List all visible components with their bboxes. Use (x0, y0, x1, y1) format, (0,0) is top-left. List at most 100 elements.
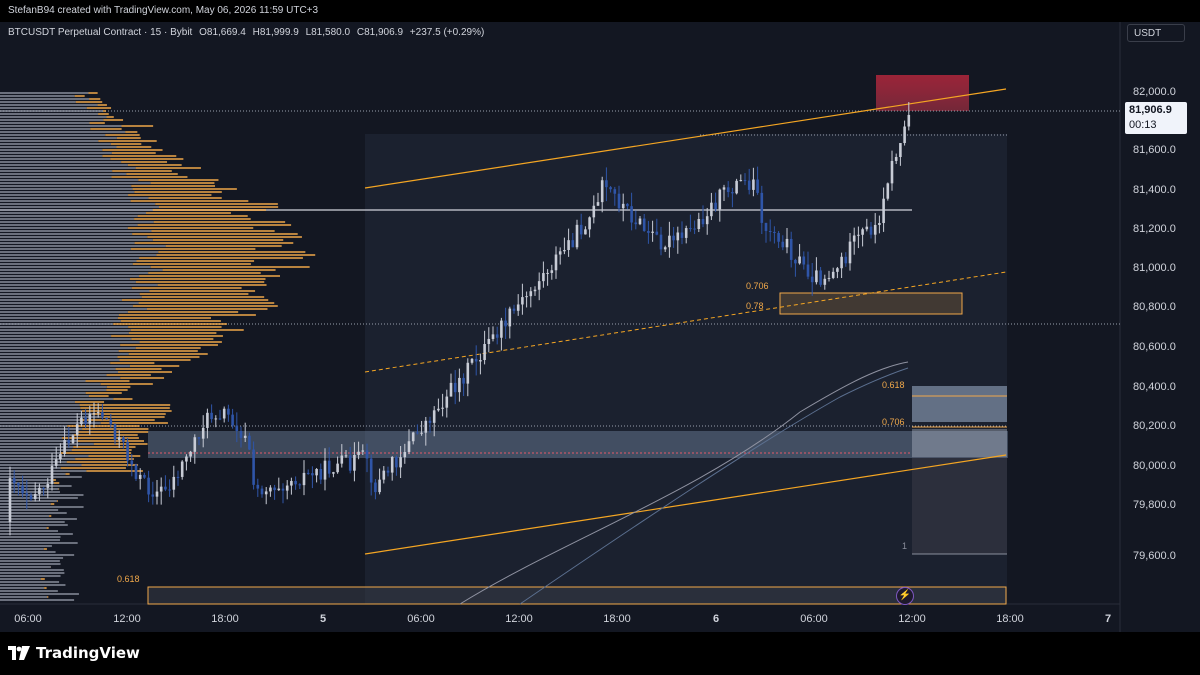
candle-body (529, 291, 533, 297)
candle-body (495, 334, 499, 338)
candle-body (285, 485, 289, 491)
candle-body (63, 440, 66, 454)
volume-bar-grey (0, 458, 76, 460)
alert-bolt-icon[interactable]: ⚡ (896, 587, 914, 605)
price-chart[interactable]: 0.618 0.706 0.78 0.618 0.706 1 82,200.08… (0, 22, 1200, 632)
candle-body (609, 187, 612, 190)
volume-bar-orange (56, 500, 58, 502)
volume-bar-orange (118, 350, 198, 352)
volume-bar-grey (0, 299, 122, 301)
candle-body (600, 180, 604, 203)
volume-bar-orange (139, 341, 222, 343)
volume-bar-grey (0, 512, 67, 514)
time-tick: 12:00 (113, 613, 141, 625)
volume-bar-orange (136, 260, 255, 262)
candle-body (105, 417, 108, 420)
volume-bar-grey (0, 101, 76, 103)
volume-bar-grey (0, 572, 65, 574)
candle-body (852, 235, 856, 242)
volume-bar-grey (0, 125, 122, 127)
volume-bar-grey (0, 131, 126, 133)
volume-bar-grey (0, 503, 51, 505)
candle-body (252, 449, 255, 485)
chart-area[interactable]: 0.618 0.706 0.78 0.618 0.706 1 82,200.08… (0, 22, 1200, 632)
candle-body (374, 482, 377, 493)
volume-bar-grey (0, 587, 45, 589)
volume-bar-orange (47, 596, 49, 598)
volume-bar-orange (92, 413, 166, 415)
candle-body (806, 264, 810, 277)
time-tick: 12:00 (898, 613, 926, 625)
volume-bar-grey (0, 383, 101, 385)
volume-bar-grey (0, 140, 99, 142)
volume-bar-orange (148, 197, 222, 199)
volume-bar-orange (65, 473, 70, 475)
candle-body (344, 455, 348, 457)
candle-body (399, 457, 402, 468)
candle-body (516, 304, 520, 311)
volume-bar-grey (0, 335, 112, 337)
candle-body (449, 382, 453, 397)
volume-bar-grey (0, 167, 136, 169)
candle-body (869, 226, 873, 235)
candle-body (831, 271, 835, 278)
volume-bar-grey (0, 194, 129, 196)
volume-bar-grey (0, 536, 61, 538)
volume-bar-grey (0, 413, 93, 415)
close-label: C (356, 27, 365, 38)
volume-bar-grey (0, 281, 136, 283)
candle-body (848, 241, 852, 264)
volume-bar-orange (49, 515, 52, 517)
volume-bar-grey (0, 341, 140, 343)
volume-bar-orange (52, 479, 56, 481)
volume-profile (0, 92, 316, 601)
volume-bar-grey (0, 464, 82, 466)
volume-bar-grey (0, 599, 75, 601)
volume-bar-grey (0, 266, 151, 268)
volume-bar-orange (126, 173, 178, 175)
candle-body (487, 338, 491, 345)
tradingview-logo[interactable]: TradingView (8, 644, 140, 662)
volume-bar-grey (0, 305, 133, 307)
candle-body (101, 412, 104, 418)
last-price-tag: 81,906.9 00:13 (1125, 102, 1187, 134)
volume-bar-orange (131, 287, 242, 289)
candle-body (172, 476, 176, 490)
volume-bar-orange (121, 125, 154, 127)
candle-body (617, 193, 621, 209)
volume-bar-grey (0, 386, 107, 388)
volume-bar-grey (0, 92, 89, 94)
volume-bar-orange (134, 191, 222, 193)
volume-bar-grey (0, 473, 66, 475)
volume-bar-orange (110, 362, 155, 364)
volume-bar-grey (0, 116, 107, 118)
currency-button[interactable]: USDT (1127, 24, 1185, 42)
candle-body (269, 487, 272, 492)
attribution-text: StefanB94 created with TradingView.com, … (8, 5, 319, 16)
candle-body (684, 228, 688, 238)
volume-bar-orange (128, 332, 217, 334)
candle-body (894, 157, 898, 161)
candle-body (630, 206, 633, 223)
volume-bar-grey (0, 548, 44, 550)
volume-bar-orange (73, 434, 138, 436)
candle-body (647, 230, 650, 233)
volume-bar-orange (121, 299, 269, 301)
candle-body (798, 256, 801, 264)
symbol-legend[interactable]: BTCUSDT Perpetual Contract · 15 · Bybit … (8, 27, 484, 38)
candle-body (785, 238, 789, 248)
candle-body (873, 224, 877, 235)
candle-body (470, 358, 474, 363)
candle-body (621, 203, 625, 209)
candle-body (533, 289, 537, 292)
volume-bar-grey (0, 368, 116, 370)
volume-bar-orange (137, 215, 248, 217)
candle-body (462, 377, 465, 384)
volume-bar-grey (0, 158, 111, 160)
candle-body (655, 231, 659, 235)
volume-bar-orange (88, 395, 109, 397)
volume-bar-grey (0, 227, 128, 229)
volume-bar-orange (147, 236, 302, 238)
volume-bar-orange (85, 392, 122, 394)
volume-bar-orange (111, 152, 156, 154)
